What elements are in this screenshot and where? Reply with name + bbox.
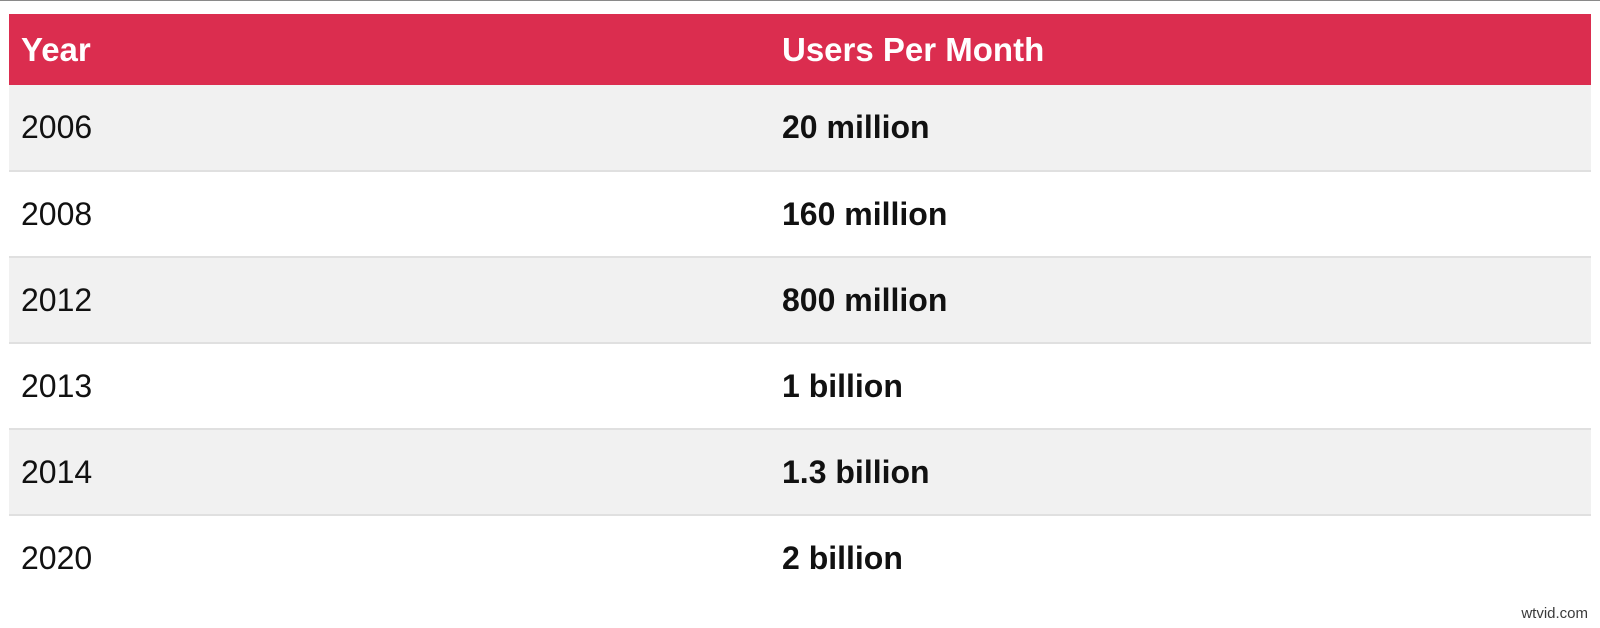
year-cell: 2012: [21, 281, 93, 318]
table-row: 2012 800 million: [9, 257, 1591, 343]
table-row: 2013 1 billion: [9, 343, 1591, 429]
year-cell: 2008: [21, 195, 93, 232]
table-row: 2008 160 million: [9, 171, 1591, 257]
table-row: 2020 2 billion: [9, 515, 1591, 601]
watermark: wtvid.com: [1521, 605, 1588, 622]
table-row: 2014 1.3 billion: [9, 429, 1591, 515]
year-cell: 2006: [21, 109, 93, 145]
users-cell: 1.3 billion: [782, 453, 930, 490]
users-cell: 1 billion: [782, 367, 903, 404]
header-year: Year: [21, 30, 91, 68]
header-row: Year Users Per Month: [9, 14, 1591, 85]
year-cell: 2013: [21, 367, 93, 404]
users-cell: 20 million: [782, 109, 930, 145]
users-cell: 800 million: [782, 281, 948, 318]
users-cell: 2 billion: [782, 540, 903, 576]
users-per-month-table: Year Users Per Month 2006 20 million 200…: [9, 14, 1591, 601]
table-row: 2006 20 million: [9, 85, 1591, 171]
users-table-container: Year Users Per Month 2006 20 million 200…: [9, 14, 1591, 601]
year-cell: 2020: [21, 540, 93, 576]
table-body: 2006 20 million 2008 160 million 2012 80…: [9, 85, 1591, 601]
table-header: Year Users Per Month: [9, 14, 1591, 85]
users-cell: 160 million: [782, 195, 948, 232]
year-cell: 2014: [21, 453, 93, 490]
header-users-per-month: Users Per Month: [782, 30, 1045, 68]
